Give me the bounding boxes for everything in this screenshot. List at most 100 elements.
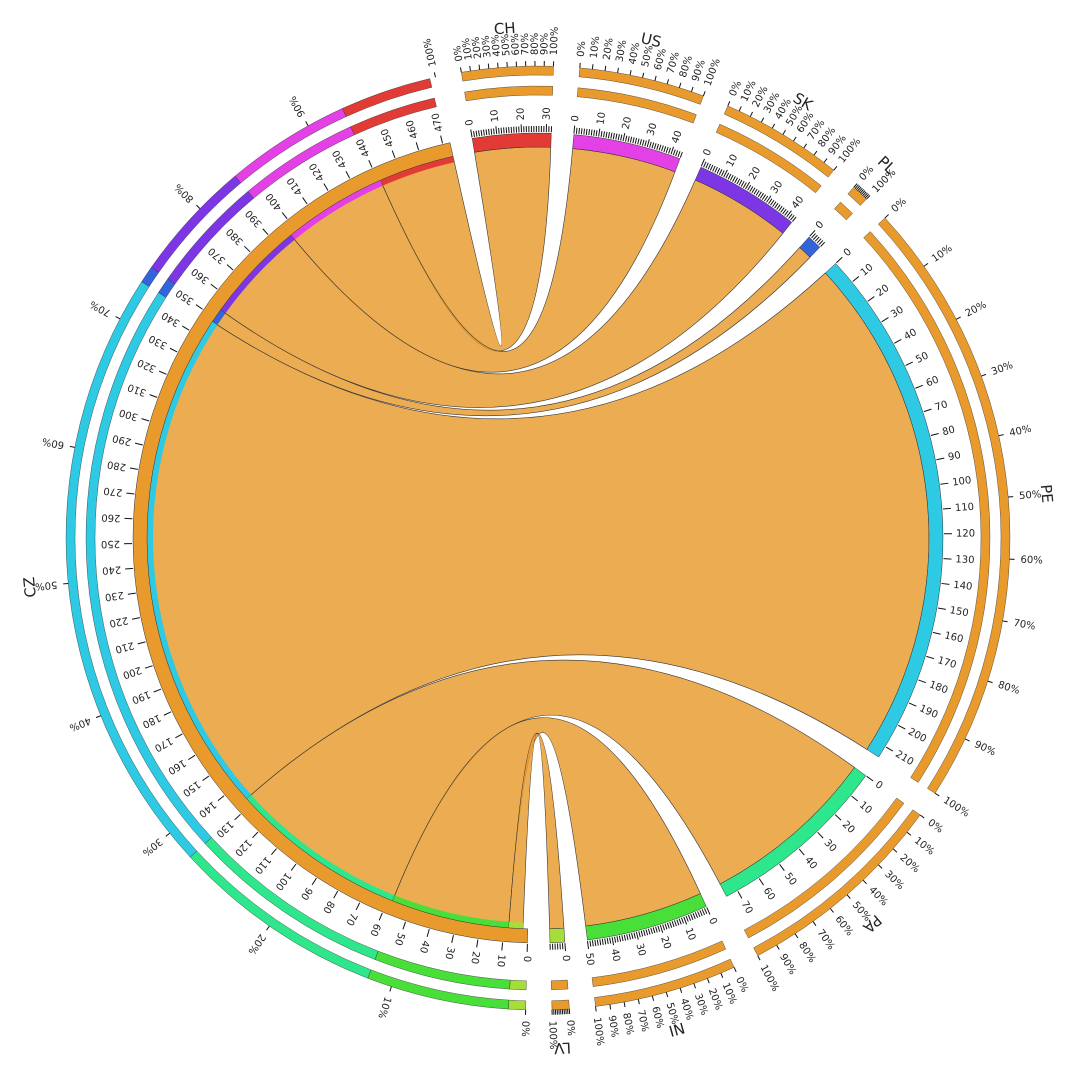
tick-sk	[759, 192, 764, 199]
tick-pe	[930, 432, 939, 436]
pct-tick-pl	[861, 190, 866, 195]
pct-tick-cz	[95, 715, 101, 719]
pct-tick-us	[654, 75, 657, 81]
tick-cz	[311, 877, 317, 886]
pct-label-pl: 0%	[857, 164, 876, 183]
flow-band-us	[290, 180, 383, 240]
pct-tick-pa	[776, 944, 780, 950]
segment-label-lv: LV	[553, 1039, 572, 1058]
tick-ni	[631, 932, 634, 940]
tick-sk	[761, 194, 767, 200]
tick-label-ch: 0	[464, 118, 476, 126]
tick-label-cz: 370	[206, 245, 228, 266]
tick-sk	[714, 166, 718, 173]
tick-label-cz: 260	[101, 511, 121, 523]
tick-sk	[732, 176, 736, 182]
tick-ni	[699, 910, 703, 917]
tick-ni	[690, 914, 694, 920]
pct-label-ni: 90%	[606, 1015, 620, 1039]
tick-ni	[659, 924, 664, 933]
tick-cz	[137, 641, 146, 645]
pct-label-pa: 80%	[796, 940, 817, 965]
tick-sk	[745, 181, 750, 190]
pct-tick-us	[617, 67, 619, 73]
pct-tick-ni	[720, 972, 724, 978]
pct-tick-pe	[884, 214, 889, 219]
tick-label-pa: 70	[739, 899, 755, 916]
tick-label-cz: 290	[111, 432, 132, 447]
tick-cz	[129, 467, 138, 470]
pct-label-pe: 0%	[890, 196, 909, 215]
tick-ni	[687, 914, 692, 921]
tick-label-cz: 220	[108, 614, 129, 629]
tick-ch	[495, 126, 498, 135]
tick-pe	[885, 746, 894, 752]
tick-cz	[333, 890, 339, 899]
pct-tick-pa	[892, 848, 898, 853]
tick-label-pa: 60	[761, 886, 777, 903]
outer-ring-pe	[878, 217, 1011, 794]
pct-label-pe: 50%	[1019, 489, 1042, 502]
tick-ni	[635, 931, 639, 940]
pct-label-cz: 0%	[519, 1021, 530, 1037]
tick-us	[598, 128, 601, 137]
pct-label-cz: 100%	[422, 37, 439, 67]
tick-label-cz: 360	[190, 265, 212, 285]
tick-ch	[488, 128, 490, 135]
pct-tick-pl	[864, 193, 870, 199]
tick-pe	[852, 276, 860, 282]
tick-ch	[475, 130, 478, 137]
pct-tick-us	[642, 72, 645, 78]
tick-pa	[798, 848, 805, 856]
tick-label-pe: 100	[952, 475, 972, 488]
tick-cz	[402, 921, 407, 930]
tick-cz	[125, 567, 134, 570]
tick-label-pe: 190	[918, 703, 940, 721]
tick-pe	[940, 482, 949, 485]
tick-ni	[662, 924, 665, 931]
pct-tick-ni	[706, 978, 710, 984]
tick-label-ch: 20	[515, 107, 527, 120]
outer-ring-sk	[723, 105, 835, 178]
tick-label-cz: 160	[166, 757, 188, 777]
pct-label-pe: 90%	[972, 739, 997, 758]
pct-tick-us	[591, 64, 594, 70]
pct-label-pe: 70%	[1012, 618, 1036, 633]
tick-sk	[763, 195, 769, 202]
pct-label-pa: 0%	[926, 817, 945, 835]
tick-label-pe: 30	[889, 304, 906, 320]
tick-sk	[780, 207, 785, 213]
segment-label-pe: PE	[1037, 484, 1057, 504]
tick-label-cz: 150	[180, 778, 202, 798]
tick-sk	[721, 170, 725, 177]
pct-label-us: 60%	[653, 47, 669, 71]
tick-label-cz: 310	[126, 381, 148, 398]
tick-sk	[707, 163, 712, 170]
tick-label-ni: 50	[583, 952, 595, 966]
pct-tick-pa	[829, 908, 834, 913]
tick-us	[627, 136, 630, 143]
pct-tick-ni	[693, 983, 697, 989]
tick-label-pe: 20	[875, 283, 892, 299]
tick-label-us: 30	[646, 122, 660, 137]
pct-label-pe: 20%	[964, 299, 989, 319]
tick-cz	[182, 325, 190, 331]
segment-arc-ch	[471, 132, 552, 153]
tick-ni	[589, 940, 592, 947]
tick-ni	[664, 923, 668, 930]
tick-pe	[915, 384, 923, 389]
tick-ni	[606, 937, 609, 945]
tick-pa	[779, 863, 785, 872]
tick-ni	[633, 932, 636, 939]
tick-ni	[676, 919, 680, 926]
segment-arc-pl	[799, 236, 821, 258]
pct-label-ni: 30%	[692, 992, 710, 1017]
tick-sk	[790, 215, 795, 221]
pct-label-us: 10%	[589, 36, 602, 59]
outer-ring-cz-ch	[342, 78, 433, 117]
tick-label-pe: 170	[936, 655, 957, 671]
tick-sk	[716, 168, 721, 174]
tick-pe	[942, 507, 951, 510]
tick-sk	[766, 195, 772, 203]
tick-cz	[252, 831, 259, 839]
